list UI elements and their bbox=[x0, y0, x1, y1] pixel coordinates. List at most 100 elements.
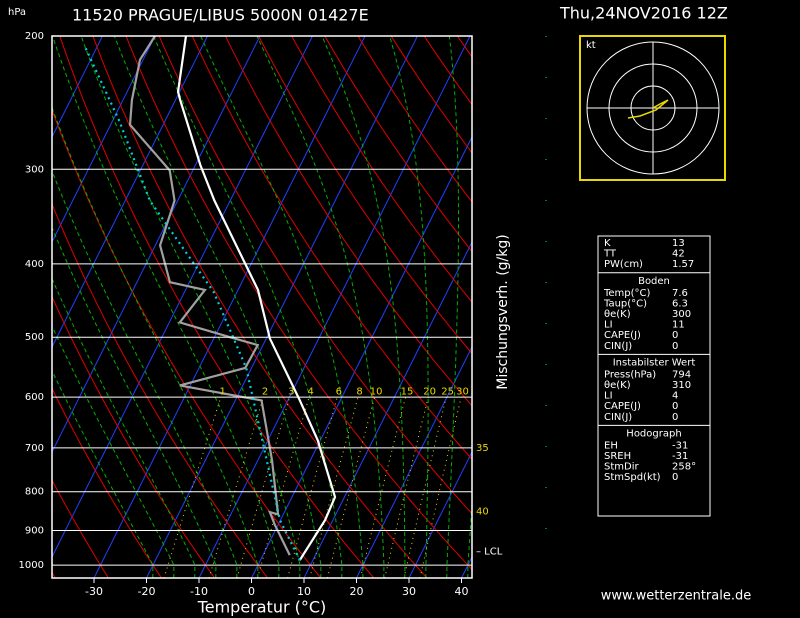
profiles bbox=[83, 36, 337, 561]
moist-adiabat bbox=[113, 36, 322, 578]
dry-adiabat bbox=[158, 36, 472, 515]
chart-title: 11520 PRAGUE/LIBUS 5000N 01427E bbox=[72, 6, 369, 25]
isotherm bbox=[146, 36, 418, 578]
info-label: CIN(J) bbox=[604, 341, 632, 352]
y-tick-label: 800 bbox=[25, 487, 44, 498]
moist-adiabat bbox=[321, 36, 406, 578]
mixing-ratio-label: 25 bbox=[441, 387, 454, 398]
isotherm bbox=[93, 36, 366, 578]
info-value: 300 bbox=[672, 309, 691, 320]
mixing-ratio-line bbox=[208, 397, 264, 578]
isotherm bbox=[303, 240, 472, 578]
dry-adiabat bbox=[291, 36, 472, 303]
mixing-ratio-label: 6 bbox=[336, 387, 342, 398]
isotherm bbox=[514, 36, 785, 578]
info-label: CIN(J) bbox=[604, 412, 632, 423]
right-label: 40 bbox=[476, 507, 489, 518]
hodograph-trace bbox=[627, 99, 669, 119]
mixing-ratio-line bbox=[419, 397, 462, 578]
dry-adiabat bbox=[258, 36, 472, 355]
x-tick-label: -30 bbox=[85, 585, 103, 598]
dry-adiabat bbox=[224, 36, 472, 407]
info-label: EH bbox=[604, 440, 618, 451]
isotherm bbox=[356, 345, 472, 578]
info-value: 0 bbox=[672, 330, 678, 341]
moist-adiabat bbox=[256, 36, 385, 578]
y-tick-label: 700 bbox=[25, 443, 44, 454]
profile-line bbox=[176, 36, 337, 561]
x-tick-label: 0 bbox=[248, 585, 255, 598]
x-tick-label: 10 bbox=[297, 585, 311, 598]
y-unit: hPa bbox=[8, 7, 26, 18]
info-label: CAPE(J) bbox=[604, 401, 641, 412]
info-value: 1.57 bbox=[672, 259, 694, 270]
info-label: Press(hPa) bbox=[604, 369, 656, 380]
dry-adiabat bbox=[59, 36, 375, 578]
info-value: 42 bbox=[672, 249, 685, 260]
info-value: -31 bbox=[672, 440, 688, 451]
info-heading: Instabilster Wert bbox=[613, 357, 696, 368]
mixing-ratio-label: 3 bbox=[288, 387, 294, 398]
info-value: 0 bbox=[672, 341, 678, 352]
isotherm bbox=[251, 135, 472, 578]
mixing-ratio-label: 30 bbox=[456, 387, 469, 398]
mixing-ratio-line bbox=[384, 397, 429, 578]
info-label: StmSpd(kt) bbox=[604, 472, 661, 483]
x-tick-label: 40 bbox=[455, 585, 469, 598]
hodograph-box bbox=[579, 35, 726, 181]
mixing-ratio-label: 2 bbox=[262, 387, 268, 398]
mixing-ratio-label: 8 bbox=[356, 387, 362, 398]
mixing-ratio-label: 1 bbox=[219, 387, 225, 398]
dry-adiabat bbox=[324, 36, 472, 253]
info-value: 6.3 bbox=[672, 298, 688, 309]
mixing-ratio-label: 10 bbox=[370, 387, 383, 398]
dry-adiabat bbox=[689, 36, 800, 578]
moist-adiabat bbox=[200, 36, 364, 578]
info-label: θe(K) bbox=[604, 309, 631, 320]
info-box bbox=[597, 235, 711, 517]
moist-adiabat bbox=[80, 36, 301, 578]
info-label: PW(cm) bbox=[604, 259, 643, 270]
right-label: – LCL bbox=[476, 547, 503, 558]
info-value: 0 bbox=[672, 412, 678, 423]
credit: www.wetterzentrale.de bbox=[601, 589, 751, 604]
info-label: K bbox=[604, 238, 611, 249]
info-label: Taup(°C) bbox=[603, 298, 647, 309]
info-label: LI bbox=[604, 320, 613, 331]
x-tick-label: 30 bbox=[402, 585, 416, 598]
y-tick-label: 900 bbox=[25, 525, 44, 536]
mixing-ratio-line bbox=[236, 397, 291, 578]
dry-adiabat bbox=[125, 36, 472, 571]
info-value: 310 bbox=[672, 380, 691, 391]
dry-adiabat bbox=[722, 36, 800, 578]
info-value: 11 bbox=[672, 320, 685, 331]
info-value: 7.6 bbox=[672, 288, 688, 299]
info-value: 258° bbox=[672, 462, 696, 473]
y-tick-label: 600 bbox=[25, 392, 44, 403]
x-label: Temperatur (°C) bbox=[197, 598, 327, 617]
dry-adiabat bbox=[623, 36, 800, 578]
isotherm bbox=[52, 36, 156, 244]
info-label: LI bbox=[604, 391, 613, 402]
mixing-label: Mischungsverh. (g/kg) bbox=[495, 234, 511, 389]
isotherm bbox=[52, 36, 313, 559]
isotherm bbox=[52, 36, 208, 349]
moist-adiabat bbox=[389, 36, 429, 578]
mixing-ratio-label: 15 bbox=[401, 387, 414, 398]
moist-adiabat bbox=[52, 36, 280, 578]
info-heading: Boden bbox=[638, 276, 670, 287]
x-tick-label: -10 bbox=[190, 585, 208, 598]
info-label: TT bbox=[603, 249, 617, 260]
x-tick-label: -20 bbox=[138, 585, 156, 598]
dry-adiabat bbox=[191, 36, 472, 460]
moist-adiabat bbox=[446, 36, 460, 578]
info-label: θe(K) bbox=[604, 380, 631, 391]
info-label: StmDir bbox=[604, 462, 639, 473]
y-tick-label: 300 bbox=[25, 164, 44, 175]
mixing-ratio-line bbox=[326, 397, 376, 578]
info-label: CAPE(J) bbox=[604, 330, 641, 341]
hodograph-unit: kt bbox=[586, 40, 596, 51]
info-value: -31 bbox=[672, 451, 688, 462]
info-value: 0 bbox=[672, 472, 678, 483]
isotherm bbox=[52, 36, 261, 454]
